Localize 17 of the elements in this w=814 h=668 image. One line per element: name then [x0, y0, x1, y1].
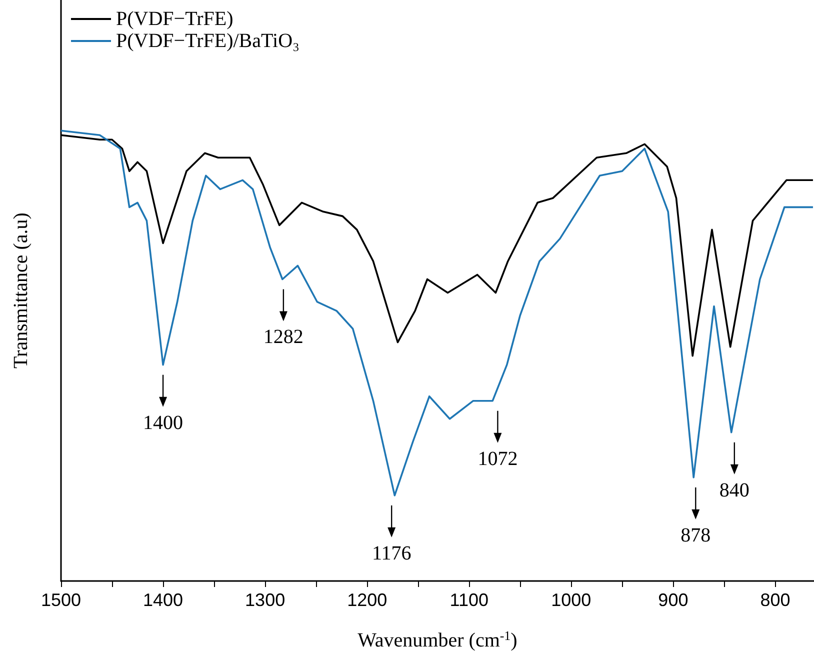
y-axis-title: Transmittance (a.u): [10, 212, 32, 368]
x-tick-label: 1000: [551, 590, 592, 610]
annotation: 1176: [372, 542, 412, 564]
x-tick-label: 1300: [245, 590, 286, 610]
annotation: 878: [680, 524, 711, 546]
legend-label: P(VDF−TrFE): [116, 8, 234, 30]
x-tick-label: 800: [760, 590, 790, 610]
annotation: 1400: [143, 412, 184, 434]
annotation: 840: [719, 479, 750, 502]
x-tick-label: 1200: [347, 590, 388, 610]
x-tick-label: 900: [658, 590, 688, 610]
legend-label: P(VDF−TrFE)/BaTiO₃: [116, 30, 300, 52]
x-tick-label: 1400: [143, 590, 184, 610]
annotation: 1072: [478, 448, 518, 470]
annotation: 1282: [263, 326, 304, 348]
x-tick-label: 1100: [450, 590, 488, 610]
x-tick-label: 1500: [40, 590, 82, 610]
